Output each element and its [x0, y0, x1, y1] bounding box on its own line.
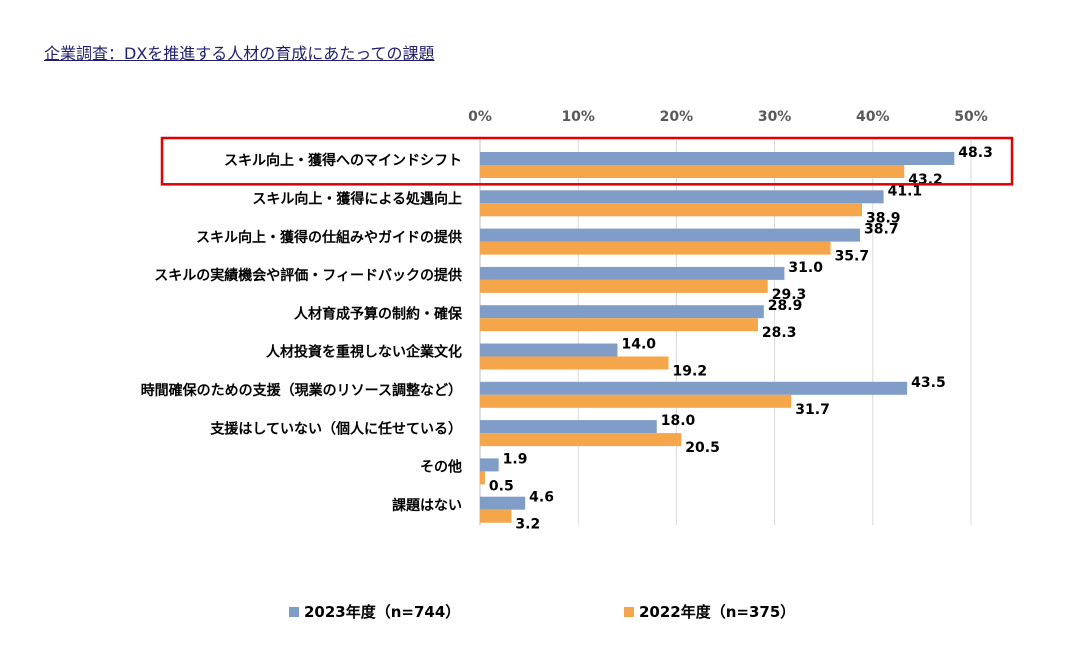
data-label: 1.9 [503, 451, 528, 467]
x-tick-label: 40% [856, 109, 890, 125]
bar-2022 [480, 356, 669, 370]
bar-2023 [480, 458, 499, 472]
x-tick-label: 20% [660, 109, 694, 125]
chart-title: 企業調査：DXを推進する人材の育成にあたっての課題 [44, 44, 435, 63]
bar-2022 [480, 165, 905, 178]
bar-2023 [480, 343, 618, 357]
legend-label: 2023年度（n=744） [304, 603, 460, 621]
category-labels: スキル向上・獲得へのマインドシフトスキル向上・獲得による処遇向上スキル向上・獲得… [141, 152, 463, 514]
bar-2022 [480, 241, 831, 255]
bar-2022 [480, 433, 682, 447]
highlight-box [160, 136, 1014, 186]
data-label: 28.9 [768, 298, 803, 314]
x-tick-label: 0% [468, 109, 492, 125]
data-label: 14.0 [621, 337, 656, 353]
category-label: 人材投資を重視しない企業文化 [266, 344, 462, 361]
x-tick-label: 10% [561, 109, 595, 125]
bar-2023 [480, 496, 526, 510]
bars [480, 152, 955, 523]
bar-2023 [480, 381, 908, 395]
data-label: 48.3 [958, 145, 993, 161]
legend-label: 2022年度（n=375） [639, 603, 795, 621]
data-label: 19.2 [673, 364, 708, 380]
bar-2022 [480, 394, 792, 408]
category-label: スキル向上・獲得へのマインドシフト [224, 152, 462, 169]
category-label: その他 [420, 459, 462, 476]
bar-2023 [480, 305, 764, 319]
value-labels: 48.343.241.138.938.735.731.029.328.928.3… [489, 145, 993, 533]
bar-2022 [480, 279, 768, 293]
category-label: スキル向上・獲得の仕組みやガイドの提供 [196, 229, 462, 246]
category-label: スキルの実績機会や評価・フィードバックの提供 [154, 267, 462, 284]
legend-swatch [624, 607, 634, 617]
data-label: 28.3 [762, 325, 797, 341]
category-label: 人材育成予算の制約・確保 [294, 305, 463, 322]
x-tick-label: 30% [758, 109, 792, 125]
bar-2023 [480, 266, 785, 280]
data-label: 43.5 [911, 375, 946, 391]
bar-2023 [480, 228, 861, 242]
data-label: 4.6 [529, 490, 554, 506]
category-label: 課題はない [392, 497, 462, 514]
bar-2023 [480, 152, 955, 165]
data-label: 38.7 [864, 222, 899, 238]
x-tick-label: 50% [954, 109, 988, 125]
legend: 2023年度（n=744） 2022年度（n=375） [289, 603, 795, 621]
tick-labels: 0% 10% 20% 30% 40% 50% [468, 109, 988, 125]
data-label: 38.9 [866, 210, 901, 226]
legend-swatch [289, 607, 299, 617]
bar-2022 [480, 471, 485, 485]
data-label: 31.7 [795, 402, 830, 418]
bar-2022 [480, 509, 512, 523]
bar-2022 [480, 318, 758, 332]
category-label: 時間確保のための支援（現業のリソース調整など） [141, 382, 462, 399]
bar-2022 [480, 203, 862, 217]
data-label: 18.0 [661, 413, 696, 429]
data-label: 0.5 [489, 478, 514, 494]
highlight-layer [160, 136, 1014, 186]
bar-2023 [480, 420, 657, 434]
data-label: 3.2 [515, 517, 540, 533]
data-label: 35.7 [835, 249, 870, 265]
data-label: 41.1 [888, 183, 923, 199]
data-label: 20.5 [685, 440, 720, 456]
data-label: 29.3 [772, 287, 807, 303]
category-label: 支援はしていない（個人に任せている） [209, 420, 462, 437]
category-label: スキル向上・獲得による処遇向上 [252, 190, 462, 207]
data-label: 31.0 [788, 260, 823, 276]
bar-2023 [480, 190, 884, 204]
